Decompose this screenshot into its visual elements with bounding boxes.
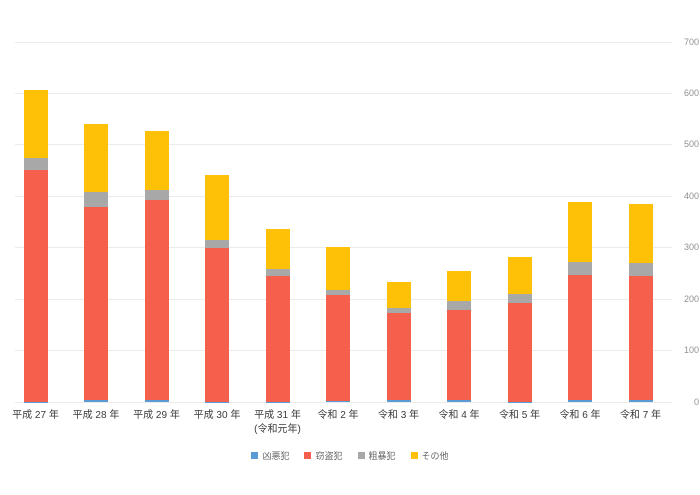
bar-segment-粗暴犯 [265, 269, 290, 276]
bar-segment-粗暴犯 [628, 262, 653, 277]
plot-area: 0 100 200 300 400 500 600 700 [15, 37, 699, 406]
bar-segment-窃盗犯 [568, 274, 592, 400]
x-axis-label: 令和 3 年 [377, 410, 420, 421]
x-axis-label: 平成 30 年 [193, 410, 241, 421]
legend-marker-icon [304, 452, 312, 459]
bar-segment-窃盗犯 [84, 206, 108, 400]
bar-segment-凶悪犯 [144, 399, 169, 402]
bar-segment-窃盗犯 [628, 276, 653, 400]
bar-segment-その他 [23, 90, 48, 159]
bar-segment-凶悪犯 [386, 399, 411, 402]
y-axis-tick-label: 500 [683, 139, 699, 150]
legend-item-label: 窃盗犯 [315, 451, 343, 461]
bar-segment-その他 [447, 270, 471, 302]
bar-group [23, 90, 48, 402]
bar-segment-粗暴犯 [386, 308, 411, 314]
gridline [15, 41, 672, 43]
y-axis-tick-label: 400 [683, 190, 699, 201]
bar-group [386, 282, 411, 402]
bar-segment-凶悪犯 [265, 401, 290, 402]
bar-group [326, 246, 350, 402]
gridline [15, 195, 672, 197]
y-axis-tick-label: 0 [693, 396, 699, 407]
x-axis-label: 平成 29 年 [133, 410, 180, 421]
y-axis-tick-label: 100 [683, 345, 699, 356]
y-axis-tick-label: 200 [683, 293, 699, 304]
bar-segment-粗暴犯 [84, 192, 108, 207]
bar-segment-凶悪犯 [84, 399, 108, 402]
bar-segment-凶悪犯 [628, 399, 653, 402]
bar-group [628, 204, 653, 402]
legend-marker-icon [410, 452, 418, 459]
bar-segment-粗暴犯 [568, 261, 592, 275]
x-axis-label: 令和 2 年 [317, 410, 359, 421]
bar-segment-その他 [628, 204, 653, 263]
bar-segment-粗暴犯 [23, 158, 48, 171]
x-axis-label: 令和 4 年 [438, 410, 480, 421]
legend-item-凶悪犯: 凶悪犯 [251, 449, 289, 462]
bar-segment-窃盗犯 [507, 303, 532, 402]
legend-item-粗暴犯: 粗暴犯 [357, 449, 396, 462]
x-axis-label: 令和 6 年 [559, 410, 601, 421]
bar-segment-窃盗犯 [386, 313, 411, 400]
gridline [15, 401, 672, 403]
bar-group [507, 256, 532, 402]
bar-group [205, 175, 229, 402]
legend-item-label: その他 [421, 451, 449, 461]
bar-segment-その他 [265, 228, 290, 270]
bar-group [568, 202, 592, 402]
bar-segment-粗暴犯 [507, 294, 532, 304]
bar-segment-粗暴犯 [326, 289, 350, 296]
bar-segment-凶悪犯 [205, 401, 229, 402]
legend-item-label: 凶悪犯 [262, 451, 290, 461]
legend-item-窃盗犯: 窃盗犯 [304, 449, 343, 462]
bar-segment-その他 [326, 246, 350, 290]
y-axis-tick-label: 700 [683, 36, 699, 47]
x-axis-label: 平成 28 年 [72, 410, 120, 421]
bar-segment-粗暴犯 [447, 301, 471, 311]
bar-segment-窃盗犯 [265, 275, 290, 402]
bar-segment-その他 [507, 256, 532, 295]
x-axis-label: 令和 5 年 [498, 410, 541, 421]
bar-segment-粗暴犯 [205, 240, 229, 248]
legend-marker-icon [251, 452, 259, 459]
legend-item-その他: その他 [410, 449, 449, 462]
bar-segment-窃盗犯 [447, 310, 471, 400]
bar-group [447, 270, 471, 402]
x-axis-label: 平成 31 年 (令和元年) [254, 410, 301, 435]
x-axis-label: 令和 7 年 [619, 410, 662, 421]
bar-group [265, 228, 290, 402]
gridline [15, 144, 672, 146]
bar-segment-その他 [205, 175, 229, 241]
bar-segment-窃盗犯 [144, 199, 169, 400]
bar-segment-凶悪犯 [568, 399, 592, 402]
legend-item-label: 粗暴犯 [368, 451, 396, 461]
bar-segment-窃盗犯 [23, 170, 48, 402]
gridline [15, 92, 672, 94]
bar-segment-窃盗犯 [205, 247, 229, 402]
y-axis-tick-label: 300 [683, 242, 699, 253]
bar-segment-凶悪犯 [326, 400, 350, 402]
bar-segment-凶悪犯 [23, 401, 48, 402]
bar-segment-粗暴犯 [144, 190, 169, 200]
bar-group [84, 124, 108, 402]
bar-segment-その他 [386, 282, 411, 309]
bar-segment-その他 [144, 131, 169, 191]
bar-segment-その他 [84, 124, 108, 193]
bar-segment-凶悪犯 [447, 399, 471, 402]
chart-legend: 凶悪犯 窃盗犯 粗暴犯 その他 [0, 449, 700, 462]
bar-segment-窃盗犯 [326, 295, 350, 401]
x-axis-label: 平成 27 年 [12, 410, 59, 421]
bar-segment-その他 [568, 202, 592, 262]
legend-marker-icon [357, 452, 365, 459]
y-axis-tick-label: 600 [683, 87, 699, 98]
bar-segment-凶悪犯 [507, 401, 532, 402]
bar-group [144, 131, 169, 402]
